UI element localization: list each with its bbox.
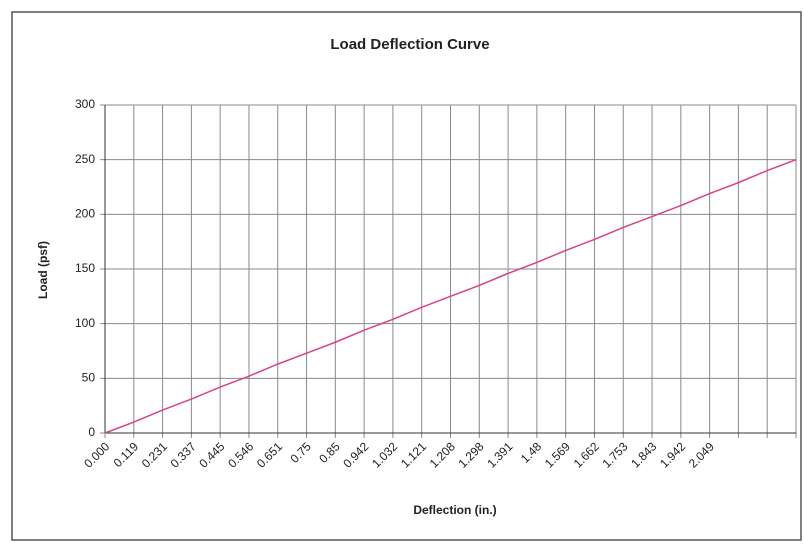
data-line: [104, 158, 797, 434]
y-tick-label: 250: [75, 152, 95, 166]
y-tick-label: 300: [75, 97, 95, 111]
chart-title: Load Deflection Curve: [330, 36, 489, 53]
y-tick-label: 150: [75, 261, 95, 275]
y-tick-label: 200: [75, 207, 95, 221]
y-tick-label: 0: [88, 425, 95, 439]
chart-frame: [11, 11, 802, 541]
y-tick-label: 100: [75, 316, 95, 330]
x-axis-label: Deflection (in.): [413, 503, 496, 517]
y-axis-label: Load (psf): [36, 241, 50, 299]
y-tick-label: 50: [82, 371, 96, 385]
